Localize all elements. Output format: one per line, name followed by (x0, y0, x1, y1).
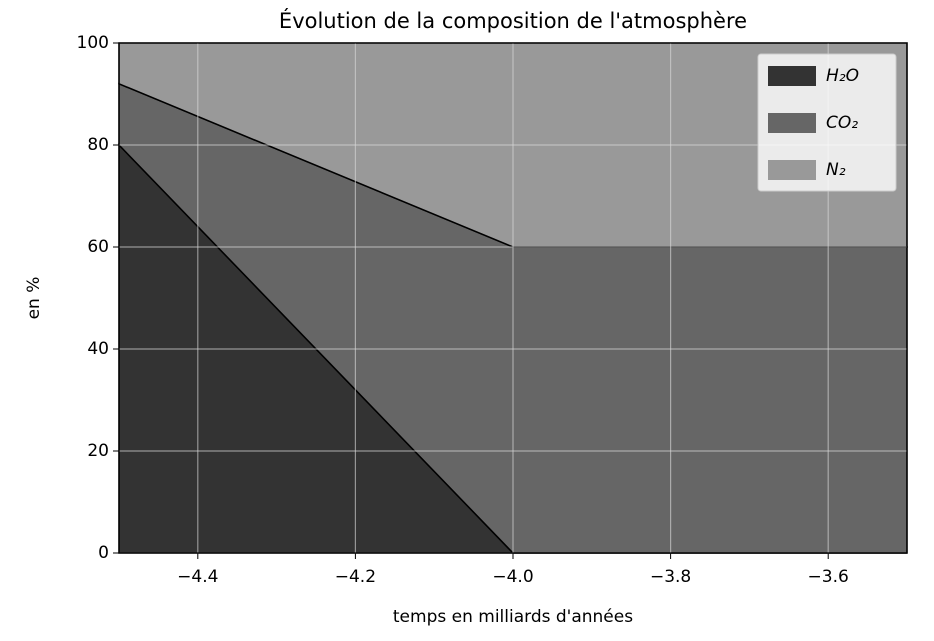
legend-box (757, 53, 897, 192)
y-axis-label: en % (24, 277, 44, 320)
x-tick-label: −4.4 (177, 567, 218, 587)
x-tick-label: −4.0 (492, 567, 533, 587)
legend-label: N₂ (826, 160, 846, 180)
y-tick-label: 20 (87, 441, 109, 461)
x-tick-label: −3.8 (650, 567, 691, 587)
chart-title: Évolution de la composition de l'atmosph… (279, 8, 747, 33)
legend-swatch (768, 66, 816, 86)
legend-label: CO₂ (826, 113, 858, 133)
legend-label: H₂O (826, 66, 859, 86)
legend-swatch (768, 113, 816, 133)
y-tick-label: 0 (98, 543, 109, 563)
x-axis-label: temps en milliards d'années (393, 607, 633, 627)
y-tick-label: 100 (77, 33, 109, 53)
legend: H₂O CO₂ N₂ (757, 53, 897, 192)
legend-swatch (768, 160, 816, 180)
y-tick-label: 60 (87, 237, 109, 257)
x-tick-label: −3.6 (808, 567, 849, 587)
y-tick-label: 80 (87, 135, 109, 155)
plot-frame (118, 42, 908, 554)
x-tick-label: −4.2 (335, 567, 376, 587)
y-tick-label: 40 (87, 339, 109, 359)
